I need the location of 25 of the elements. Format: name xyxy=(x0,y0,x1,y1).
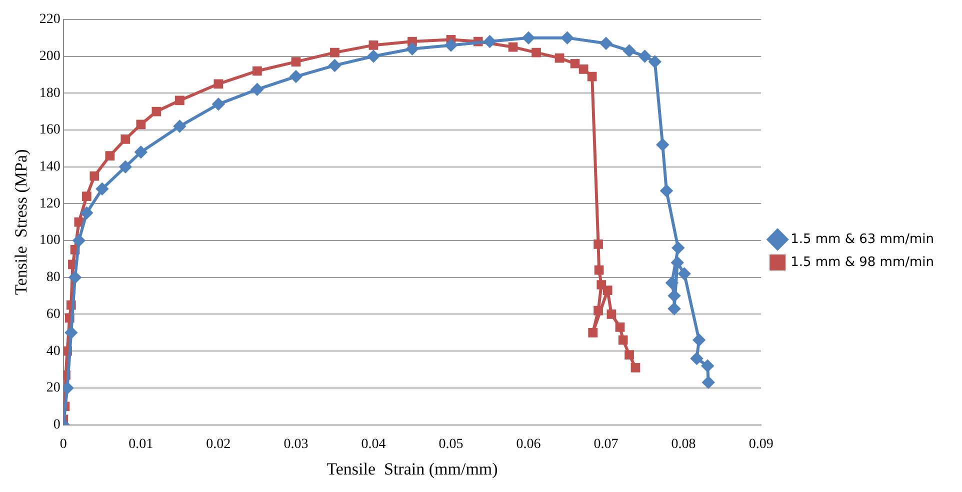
y-tick-label: 160 xyxy=(39,122,60,138)
x-tick-label: 0.09 xyxy=(748,436,774,452)
y-tick-label: 120 xyxy=(39,196,60,212)
y-axis-title: Tensile Stress (MPa) xyxy=(12,149,31,295)
x-tick-label: 0.06 xyxy=(516,436,541,452)
y-tick-label: 20 xyxy=(46,380,60,396)
y-tick-label: 100 xyxy=(39,233,60,248)
y-tick-label: 0 xyxy=(53,417,60,432)
y-tick-label: 200 xyxy=(39,48,60,64)
x-tick-label: 0.02 xyxy=(206,436,231,452)
x-tick-label: 0.01 xyxy=(128,436,154,452)
legend-label: 1.5 mm & 98 mm/min xyxy=(790,254,934,270)
x-tick-label: 0.03 xyxy=(284,436,308,452)
y-tick-label: 80 xyxy=(46,270,60,286)
x-tick-label: 0.05 xyxy=(438,436,464,452)
x-axis-title: Tensile Strain (mm/mm) xyxy=(326,459,498,478)
y-tick-label: 60 xyxy=(46,306,60,322)
x-tick-label: 0.08 xyxy=(671,436,696,452)
x-tick-label: 0.07 xyxy=(594,436,618,452)
y-tick-label: 180 xyxy=(39,86,60,101)
x-tick-label: 0.04 xyxy=(361,436,386,452)
y-tick-label: 220 xyxy=(39,12,60,28)
legend-label: 1.5 mm & 63 mm/min xyxy=(790,232,934,247)
y-tick-label: 140 xyxy=(39,159,60,174)
y-tick-label: 40 xyxy=(46,344,60,359)
